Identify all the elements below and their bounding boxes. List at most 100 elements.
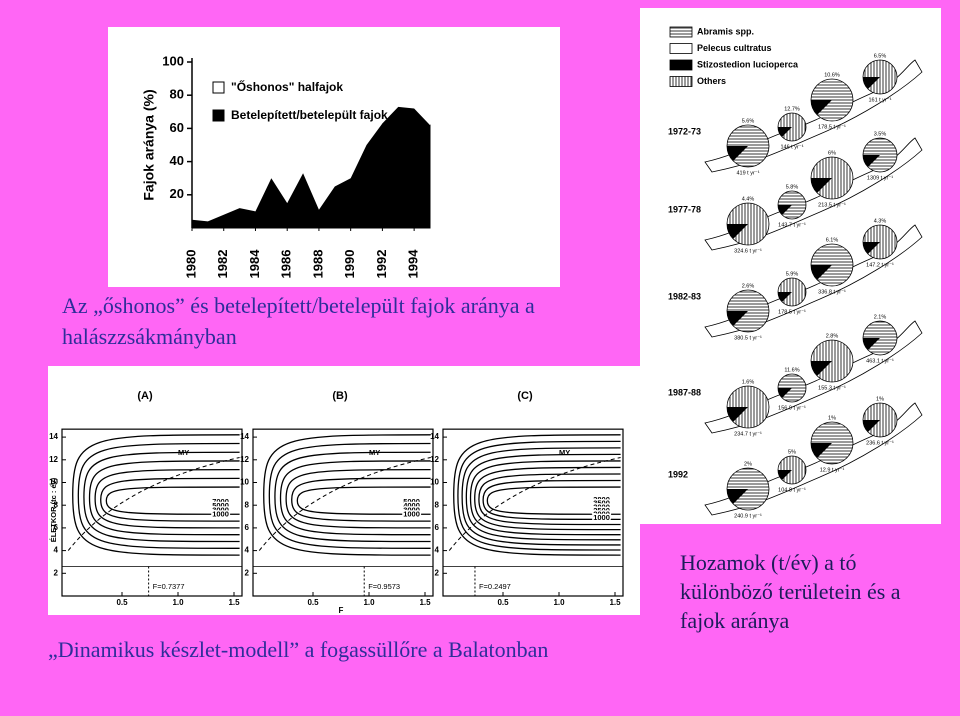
contour <box>482 479 621 521</box>
y-tick-label: 60 <box>170 120 184 135</box>
map-label: 5.6% <box>742 118 755 124</box>
map-year: 1982-83 <box>668 291 701 301</box>
x-tick-label: 1.0 <box>363 598 375 607</box>
legend-swatch <box>669 59 693 71</box>
x-tick-label: 1990 <box>342 250 357 279</box>
map-label: 419 t yr⁻¹ <box>736 170 759 176</box>
y-tick-label: 6 <box>435 523 440 532</box>
y-tick-label: 12 <box>240 455 249 464</box>
map-label: 11.6% <box>784 367 799 373</box>
panel-tag: (C) <box>517 390 533 402</box>
caption: Hozamok (t/év) a tó különböző területein… <box>680 550 901 633</box>
pie-wedge <box>778 388 792 398</box>
pie-wedge <box>811 361 832 376</box>
contour <box>268 442 431 549</box>
pie-wedge <box>811 178 832 193</box>
legend-swatch <box>669 76 693 87</box>
contour <box>291 477 431 522</box>
x-tick-label: 1988 <box>310 250 325 279</box>
panel-tag: (A) <box>137 390 153 402</box>
legend-label: Others <box>697 76 726 86</box>
contour <box>88 460 240 536</box>
x-tick-label: 1984 <box>247 249 262 279</box>
max-yield-label: MY <box>559 448 570 457</box>
contour <box>453 434 621 556</box>
map-label: 213.5 t yr⁻¹ <box>818 202 846 208</box>
map-label: 143.7 t yr⁻¹ <box>778 222 806 228</box>
contour <box>474 466 621 531</box>
max-yield-label: MY <box>178 448 189 457</box>
panel-tag: (B) <box>332 390 348 402</box>
y-tick-label: 10 <box>49 478 58 487</box>
pie-wedge <box>727 407 748 422</box>
contour <box>461 447 621 546</box>
map-label: 2.8% <box>826 333 839 339</box>
map-label: 2% <box>744 461 752 467</box>
contour-label: 2500 <box>593 506 610 515</box>
map-label: 146 t yr⁻¹ <box>780 144 803 150</box>
x-tick-label: 0.5 <box>497 598 509 607</box>
legend-swatch <box>212 109 225 122</box>
y-tick-label: 4 <box>245 546 250 555</box>
map-label: 2.1% <box>874 314 887 320</box>
pie-wedge <box>778 127 792 137</box>
area <box>192 62 430 222</box>
map-label: 380.5 t yr⁻¹ <box>734 335 762 341</box>
map-label: 6.1% <box>826 237 839 243</box>
map-label: 5% <box>788 449 796 455</box>
pie-wedge <box>811 100 832 115</box>
legend-swatch <box>212 81 225 94</box>
max-yield-line <box>448 457 621 551</box>
contour-label: 3000 <box>403 505 420 514</box>
pie-wedge <box>727 146 748 161</box>
map-label: 1% <box>828 415 836 421</box>
f-label: F=0.2497 <box>479 582 511 591</box>
y-tick-label: 20 <box>170 186 184 201</box>
max-yield-label: MY <box>369 448 380 457</box>
pie-wedge <box>863 155 880 167</box>
contour-label: 1000 <box>212 510 229 519</box>
pie-wedge <box>863 77 880 89</box>
map-label: 156.9 t yr⁻¹ <box>778 405 806 411</box>
contour <box>274 451 431 543</box>
map-label: 178.5 t yr⁻¹ <box>778 309 806 315</box>
x-tick-label: 1.5 <box>228 598 240 607</box>
map-year: 1987-88 <box>668 387 701 397</box>
max-yield-line <box>258 457 431 551</box>
area <box>191 106 431 229</box>
contour <box>478 473 621 526</box>
pie-wedge <box>727 489 748 504</box>
map-label: 234.7 t yr⁻¹ <box>734 431 762 437</box>
contour <box>486 486 621 515</box>
map-label: 1% <box>876 396 884 402</box>
y-tick-label: 2 <box>435 568 440 577</box>
caption: Az „őshonos” és betelepített/betelepült … <box>62 293 535 349</box>
x-tick-label: 1980 <box>183 250 198 279</box>
map-label: 178.5 t yr⁻¹ <box>818 124 846 130</box>
map-label: 12.9 t yr⁻¹ <box>820 467 845 473</box>
pie-wedge <box>778 292 792 302</box>
map-panel <box>640 8 941 524</box>
plot-frame <box>61 428 243 597</box>
map-label: 463.1 t yr⁻¹ <box>866 358 894 364</box>
map-label: 3.5% <box>874 131 887 137</box>
pie-wedge <box>727 224 748 239</box>
legend-label: Pelecus cultratus <box>697 43 772 53</box>
plot-frame <box>252 428 434 597</box>
contour-label: 5000 <box>212 501 229 510</box>
contour <box>285 468 431 529</box>
y-tick-label: 80 <box>170 87 184 102</box>
contour <box>83 451 240 543</box>
model-panel <box>48 366 640 615</box>
y-tick-label: 10 <box>430 478 439 487</box>
y-axis-label: ÉLETKOR (tc : év) <box>49 477 58 542</box>
x-tick-label: 0.5 <box>116 598 128 607</box>
map-label: 236.6 t yr⁻¹ <box>866 440 894 446</box>
contour <box>296 486 431 515</box>
y-tick-label: 4 <box>435 546 440 555</box>
y-tick-label: 12 <box>49 455 58 464</box>
y-tick-label: 2 <box>54 568 59 577</box>
contour-label: 3500 <box>593 499 610 508</box>
